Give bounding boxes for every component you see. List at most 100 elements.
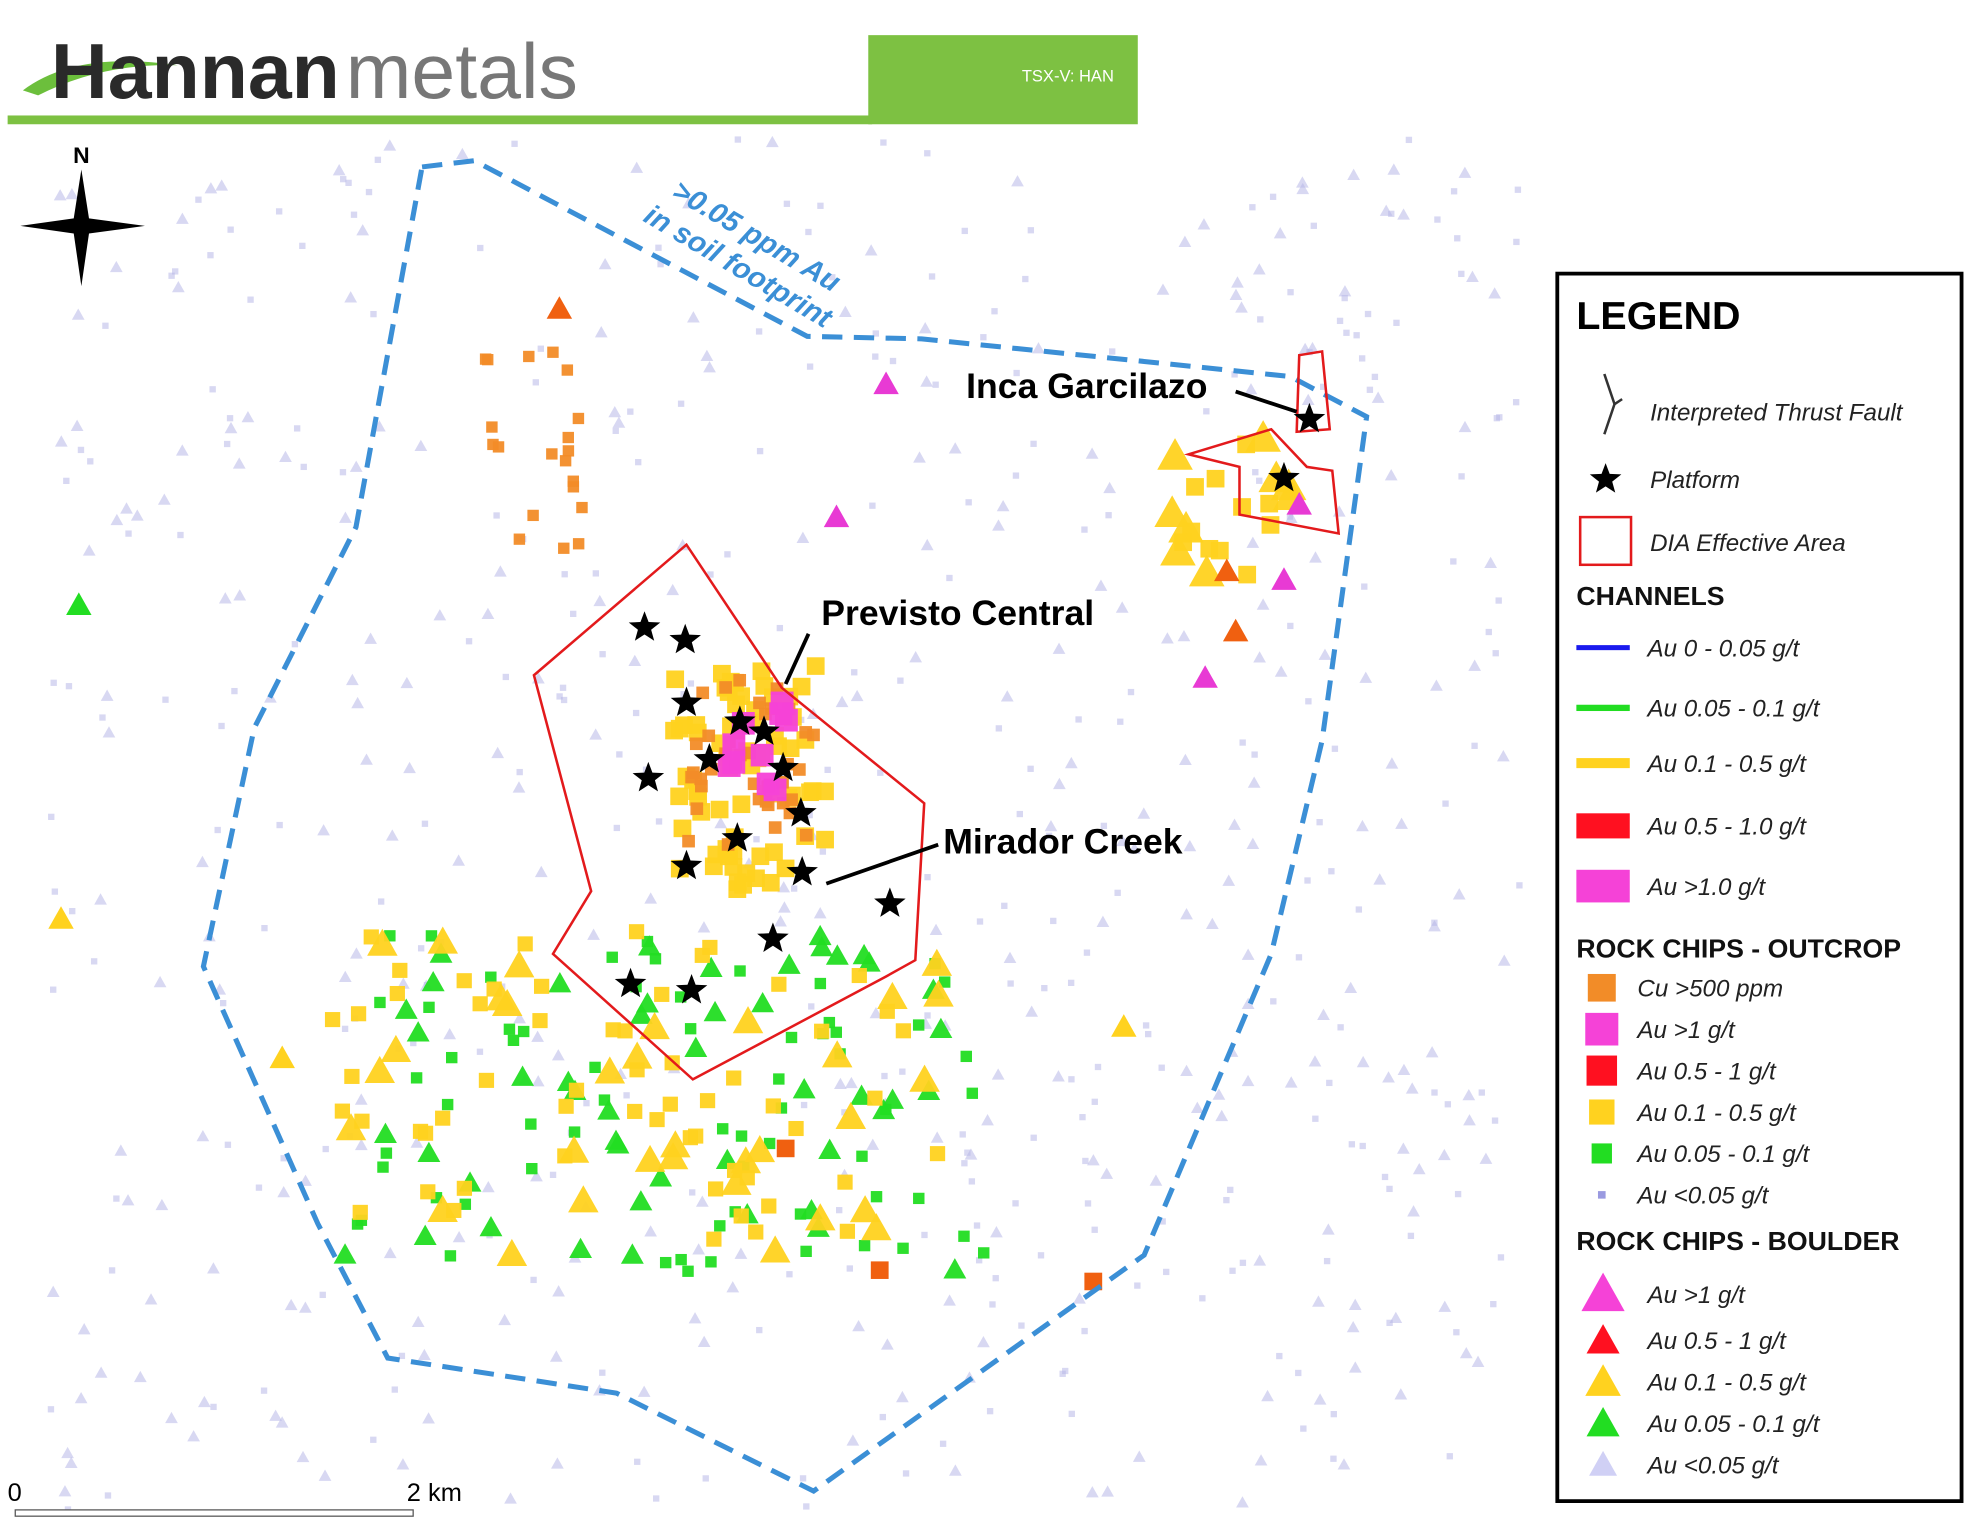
- sample-marker: [1241, 1074, 1255, 1087]
- sample-marker: [869, 502, 876, 509]
- sample-marker: [207, 252, 214, 259]
- sample-marker: [703, 361, 716, 373]
- sample-marker: [363, 929, 379, 945]
- sample-marker: [422, 1412, 435, 1424]
- sample-marker: [1197, 218, 1211, 230]
- sample-marker: [751, 847, 770, 866]
- sample-marker: [1132, 1450, 1146, 1462]
- sample-marker: [548, 972, 572, 993]
- sample-marker: [1346, 1321, 1360, 1333]
- sample-marker: [799, 828, 813, 842]
- sample-marker: [628, 654, 642, 667]
- sample-marker: [417, 945, 425, 952]
- sample-marker: [344, 291, 358, 303]
- legend-symbol: [1586, 1055, 1618, 1086]
- sample-marker: [598, 258, 612, 270]
- sample-marker: [69, 907, 76, 915]
- sample-marker: [219, 1000, 227, 1007]
- sample-marker: [71, 308, 85, 320]
- sample-marker: [716, 1123, 729, 1135]
- sample-marker: [486, 421, 498, 433]
- sample-marker: [796, 531, 810, 543]
- sample-marker: [558, 1135, 590, 1163]
- legend-label: Au 0.05 - 0.1 g/t: [1646, 696, 1821, 723]
- sample-marker: [837, 1174, 853, 1190]
- sample-marker: [689, 737, 703, 751]
- sample-marker: [690, 802, 704, 815]
- sample-marker: [511, 1065, 535, 1086]
- sample-marker: [1348, 1298, 1362, 1310]
- sample-marker: [632, 709, 640, 717]
- sample-marker: [977, 1335, 990, 1348]
- sample-marker: [204, 182, 218, 194]
- sample-marker: [852, 1320, 865, 1332]
- sample-marker: [1446, 1453, 1453, 1460]
- sample-marker: [803, 1503, 810, 1510]
- sample-marker: [50, 986, 57, 993]
- sample-marker: [752, 792, 766, 806]
- sample-marker: [1296, 176, 1309, 188]
- sample-marker: [684, 1036, 708, 1057]
- sample-marker: [284, 1298, 298, 1311]
- legend-symbol: [1581, 1272, 1625, 1312]
- sample-marker: [155, 1198, 169, 1211]
- sample-marker: [872, 330, 879, 337]
- legend-label: Au 0.5 - 1.0 g/t: [1646, 814, 1808, 841]
- sample-marker: [939, 1440, 947, 1447]
- sample-marker: [726, 1281, 740, 1293]
- sample-marker: [1386, 1185, 1393, 1193]
- sample-marker: [697, 1335, 711, 1348]
- sample-marker: [1252, 263, 1266, 275]
- sample-marker: [130, 509, 144, 521]
- sample-marker: [1463, 1114, 1476, 1126]
- sample-marker: [1284, 511, 1298, 523]
- sample-marker: [425, 930, 438, 942]
- sample-marker: [486, 981, 502, 997]
- sample-marker: [1305, 698, 1312, 705]
- sample-marker: [110, 513, 124, 526]
- sample-marker: [805, 228, 812, 236]
- sample-marker: [1459, 1346, 1473, 1359]
- sample-marker: [755, 328, 763, 335]
- sample-marker: [1428, 920, 1441, 932]
- sample-marker: [920, 538, 934, 551]
- sample-marker: [109, 260, 123, 273]
- sample-marker: [1454, 235, 1461, 242]
- sample-marker: [823, 1016, 836, 1029]
- sample-marker: [1484, 556, 1497, 569]
- sample-marker: [549, 1171, 557, 1178]
- legend-symbol: [1589, 463, 1622, 493]
- sample-marker: [63, 477, 70, 484]
- sample-marker: [724, 551, 731, 558]
- sample-marker: [452, 854, 465, 866]
- sample-marker: [695, 779, 708, 793]
- sample-marker: [1127, 688, 1135, 696]
- legend-symbol: [1591, 1143, 1612, 1164]
- sample-marker: [534, 865, 548, 878]
- sample-marker: [1025, 1005, 1039, 1017]
- sample-marker: [87, 458, 94, 465]
- sample-marker: [702, 729, 716, 743]
- sample-marker: [1239, 739, 1246, 746]
- sample-marker: [995, 725, 1003, 732]
- sample-marker: [1100, 1167, 1114, 1179]
- sample-marker: [1103, 481, 1117, 494]
- sample-marker: [209, 386, 216, 393]
- sample-marker: [835, 695, 849, 708]
- sample-marker: [133, 1370, 147, 1383]
- sample-marker: [928, 273, 936, 280]
- sample-marker: [924, 874, 931, 881]
- sample-marker: [1016, 810, 1023, 818]
- sample-marker: [1387, 163, 1401, 175]
- sample-marker: [526, 1163, 538, 1175]
- sample-marker: [621, 1041, 653, 1069]
- sample-marker: [354, 1113, 370, 1129]
- sample-marker: [961, 1160, 968, 1167]
- sample-marker: [612, 427, 619, 434]
- legend-label: Platform: [1650, 467, 1740, 494]
- sample-marker: [224, 421, 238, 434]
- sample-marker: [479, 1215, 503, 1237]
- sample-marker: [1337, 1458, 1351, 1470]
- sample-marker: [899, 1068, 906, 1075]
- sample-marker: [1412, 1162, 1426, 1175]
